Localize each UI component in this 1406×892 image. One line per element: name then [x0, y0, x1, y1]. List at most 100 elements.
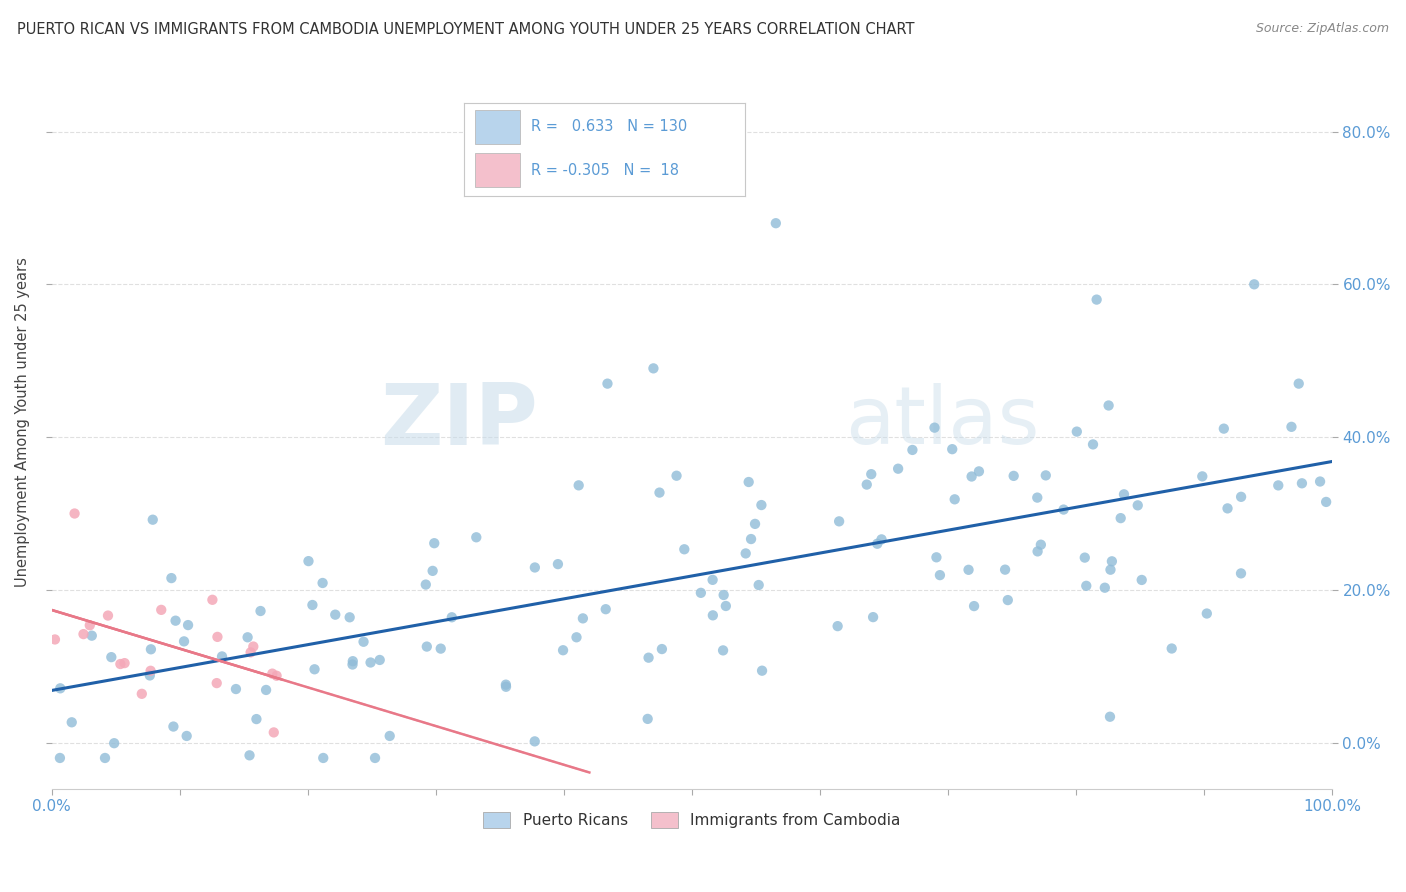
- Point: [173, 634, 195, 648]
- Point: [713, 588, 735, 602]
- Point: [100, 650, 122, 665]
- Point: [139, 664, 162, 678]
- Point: [1026, 544, 1049, 558]
- Point: [225, 681, 247, 696]
- Point: [1002, 469, 1025, 483]
- Y-axis label: Unemployment Among Youth under 25 years: Unemployment Among Youth under 25 years: [15, 257, 30, 587]
- Point: [150, 603, 173, 617]
- Point: [740, 532, 762, 546]
- Point: [339, 610, 361, 624]
- Point: [249, 604, 271, 618]
- Point: [702, 608, 724, 623]
- Point: [160, 571, 183, 585]
- Text: PUERTO RICAN VS IMMIGRANTS FROM CAMBODIA UNEMPLOYMENT AMONG YOUTH UNDER 25 YEARS: PUERTO RICAN VS IMMIGRANTS FROM CAMBODIA…: [17, 22, 914, 37]
- Point: [242, 640, 264, 654]
- Point: [870, 533, 893, 547]
- Point: [1291, 476, 1313, 491]
- Point: [1243, 277, 1265, 292]
- Point: [751, 664, 773, 678]
- Point: [254, 682, 277, 697]
- Point: [957, 563, 980, 577]
- Point: [748, 578, 770, 592]
- Point: [643, 361, 665, 376]
- Point: [49, 681, 72, 696]
- Point: [97, 608, 120, 623]
- Point: [941, 442, 963, 457]
- Point: [1281, 420, 1303, 434]
- Point: [429, 641, 451, 656]
- Point: [924, 420, 946, 434]
- Point: [711, 643, 734, 657]
- Point: [596, 376, 619, 391]
- Point: [311, 576, 333, 591]
- Point: [960, 469, 983, 483]
- Text: ZIP: ZIP: [381, 380, 538, 463]
- Point: [714, 599, 737, 613]
- Point: [142, 513, 165, 527]
- Point: [994, 563, 1017, 577]
- Point: [1230, 566, 1253, 581]
- Point: [925, 550, 948, 565]
- Point: [1098, 710, 1121, 724]
- Point: [79, 618, 101, 632]
- Point: [595, 602, 617, 616]
- Point: [866, 537, 889, 551]
- Point: [378, 729, 401, 743]
- Point: [262, 666, 284, 681]
- Point: [323, 607, 346, 622]
- Point: [1029, 538, 1052, 552]
- Point: [1212, 422, 1234, 436]
- Point: [1099, 563, 1122, 577]
- Point: [201, 592, 224, 607]
- Point: [353, 634, 375, 648]
- Point: [245, 712, 267, 726]
- Point: [565, 630, 588, 644]
- Point: [737, 475, 759, 489]
- Point: [1097, 399, 1119, 413]
- Point: [139, 642, 162, 657]
- Point: [239, 645, 262, 659]
- Point: [44, 632, 66, 647]
- Point: [416, 640, 439, 654]
- Point: [103, 736, 125, 750]
- Point: [827, 619, 849, 633]
- Point: [1052, 502, 1074, 516]
- Point: [415, 577, 437, 591]
- Point: [238, 748, 260, 763]
- Point: [1195, 607, 1218, 621]
- Point: [495, 678, 517, 692]
- Point: [1074, 550, 1097, 565]
- Point: [342, 657, 364, 672]
- Point: [855, 477, 877, 491]
- Text: atlas: atlas: [845, 383, 1040, 461]
- Point: [751, 498, 773, 512]
- Point: [360, 656, 382, 670]
- Point: [165, 614, 187, 628]
- Point: [297, 554, 319, 568]
- Point: [177, 618, 200, 632]
- Point: [572, 611, 595, 625]
- Point: [131, 687, 153, 701]
- Point: [312, 751, 335, 765]
- Point: [1085, 293, 1108, 307]
- Point: [465, 530, 488, 544]
- Point: [495, 680, 517, 694]
- Point: [1081, 437, 1104, 451]
- Point: [963, 599, 986, 613]
- Point: [1109, 511, 1132, 525]
- Point: [162, 720, 184, 734]
- Point: [301, 598, 323, 612]
- Point: [211, 649, 233, 664]
- Point: [364, 751, 387, 765]
- Point: [110, 657, 132, 671]
- Point: [1035, 468, 1057, 483]
- Point: [114, 656, 136, 670]
- Point: [1126, 499, 1149, 513]
- Point: [1160, 641, 1182, 656]
- Point: [943, 492, 966, 507]
- Point: [94, 751, 117, 765]
- Legend: Puerto Ricans, Immigrants from Cambodia: Puerto Ricans, Immigrants from Cambodia: [475, 805, 908, 836]
- Point: [63, 507, 86, 521]
- Text: R = -0.305   N =  18: R = -0.305 N = 18: [531, 162, 679, 178]
- Point: [744, 516, 766, 531]
